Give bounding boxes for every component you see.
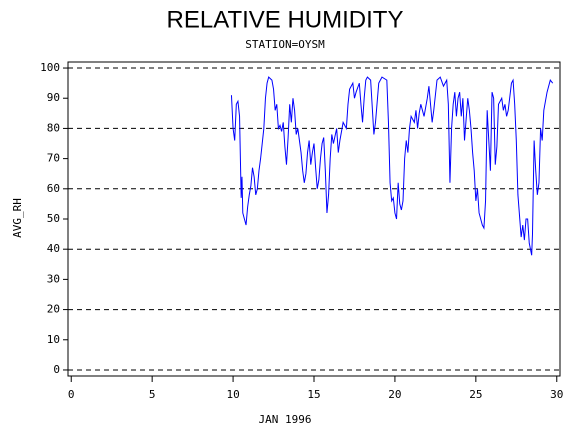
x-tick-label: 15 (307, 388, 320, 401)
x-tick-label: 30 (550, 388, 563, 401)
y-tick-label: 0 (53, 363, 60, 376)
x-tick-label: 25 (469, 388, 482, 401)
y-tick-label: 80 (47, 121, 60, 134)
data-line (230, 76, 554, 256)
chart-subtitle: STATION=OYSM (245, 38, 325, 51)
y-tick-label: 40 (47, 242, 60, 255)
y-tick-label: 60 (47, 182, 60, 195)
y-tick-label: 100 (40, 61, 60, 74)
y-tick-label: 90 (47, 91, 60, 104)
y-axis-label: AVG_RH (11, 198, 24, 238)
y-tick-label: 30 (47, 272, 60, 285)
y-tick-label: 50 (47, 212, 60, 225)
x-tick-label: 20 (388, 388, 401, 401)
x-axis-label: JAN 1996 (259, 413, 312, 426)
y-tick-label: 20 (47, 303, 60, 316)
plot-frame (67, 61, 561, 377)
x-tick-label: 0 (68, 388, 75, 401)
y-tick-label: 70 (47, 152, 60, 165)
chart-title: RELATIVE HUMIDITY (167, 6, 404, 33)
x-tick-label: 5 (149, 388, 156, 401)
y-tick-label: 10 (47, 333, 60, 346)
x-tick-label: 10 (226, 388, 239, 401)
